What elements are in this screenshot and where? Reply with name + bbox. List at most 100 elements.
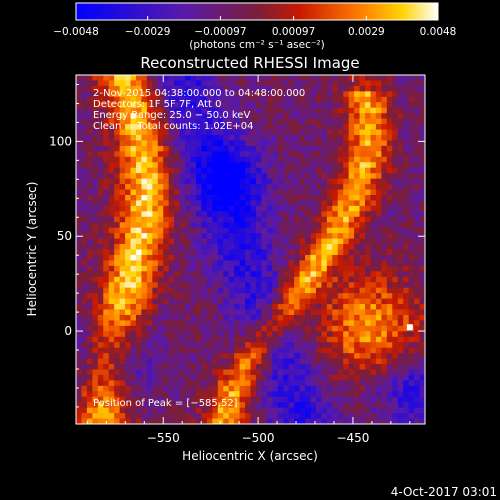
heatmap-cell (239, 407, 246, 414)
heatmap-cell (245, 244, 251, 250)
heatmap-cell (299, 320, 306, 327)
heatmap-cell (217, 309, 224, 316)
heatmap-cell (103, 102, 110, 109)
heatmap-cell (375, 113, 382, 120)
heatmap-cell (354, 325, 360, 332)
heatmap-cell (174, 385, 181, 392)
heatmap-cell (359, 238, 366, 245)
heatmap-cell (261, 238, 268, 245)
heatmap-cell (343, 347, 350, 354)
heatmap-cell (190, 265, 197, 272)
heatmap-cell (321, 331, 328, 338)
heatmap-cell (315, 402, 322, 409)
heatmap-cell (141, 118, 148, 125)
heatmap-cell (81, 276, 88, 283)
heatmap-cell (135, 402, 142, 409)
heatmap-cell (288, 413, 295, 419)
heatmap-cell (272, 380, 279, 387)
heatmap-cell (185, 254, 191, 261)
heatmap-cell (299, 178, 306, 185)
heatmap-cell (179, 96, 186, 103)
heatmap-cell (135, 151, 142, 158)
heatmap-cell (392, 85, 399, 92)
heatmap-cell (212, 80, 219, 87)
heatmap-cell (255, 396, 262, 403)
heatmap-cell (266, 407, 273, 414)
heatmap-cell (266, 156, 273, 163)
heatmap-cell (206, 184, 213, 190)
heatmap-cell (381, 75, 388, 81)
heatmap-cell (403, 222, 410, 229)
heatmap-cell (397, 227, 404, 234)
heatmap-cell (343, 265, 350, 272)
heatmap-cell (190, 118, 197, 125)
heatmap-cell (381, 205, 388, 212)
heatmap-cell (375, 211, 382, 218)
heatmap-cell (326, 358, 333, 365)
heatmap-cell (103, 145, 110, 152)
heatmap-cell (365, 418, 371, 424)
heatmap-cell (315, 233, 322, 239)
heatmap-cell (81, 140, 88, 147)
heatmap-cell (359, 271, 366, 278)
heatmap-cell (114, 91, 121, 98)
heatmap-cell (234, 80, 240, 87)
heatmap-cell (392, 413, 399, 419)
heatmap-cell (277, 260, 284, 267)
heatmap-cell (168, 287, 175, 294)
heatmap-cell (261, 211, 268, 218)
heatmap-cell (174, 314, 181, 321)
heatmap-cell (381, 254, 388, 261)
heatmap-cell (228, 320, 235, 327)
heatmap-cell (92, 194, 99, 201)
heatmap-cell (408, 314, 415, 321)
heatmap-cell (354, 113, 360, 120)
heatmap-cell (354, 167, 360, 174)
heatmap-cell (272, 385, 279, 392)
heatmap-cell (359, 85, 366, 92)
heatmap-cell (190, 347, 197, 354)
heatmap-cell (337, 271, 344, 278)
heatmap-cell (321, 102, 328, 109)
heatmap-cell (97, 260, 104, 267)
heatmap-cell (294, 336, 300, 343)
heatmap-cell (97, 369, 104, 376)
heatmap-cell (179, 140, 186, 147)
heatmap-cell (386, 211, 393, 218)
heatmap-cell (332, 304, 339, 310)
heatmap-cell (359, 249, 366, 256)
heatmap-cell (239, 265, 246, 272)
heatmap-cell (414, 336, 420, 343)
heatmap-cell (392, 162, 399, 169)
heatmap-cell (179, 244, 186, 250)
heatmap-cell (315, 145, 322, 152)
heatmap-cell (326, 145, 333, 152)
heatmap-cell (375, 124, 382, 130)
heatmap-cell (179, 265, 186, 272)
heatmap-cell (326, 189, 333, 196)
heatmap-cell (261, 107, 268, 114)
heatmap-cell (272, 140, 279, 147)
heatmap-cell (190, 124, 197, 130)
heatmap-cell (108, 369, 115, 376)
heatmap-cell (419, 347, 425, 354)
heatmap-cell (234, 129, 240, 136)
heatmap-cell (245, 189, 251, 196)
heatmap-cell (228, 151, 235, 158)
heatmap-cell (179, 396, 186, 403)
heatmap-cell (261, 129, 268, 136)
heatmap-cell (370, 140, 377, 147)
heatmap-cell (201, 254, 208, 261)
heatmap-cell (365, 173, 371, 180)
heatmap-cell (195, 129, 202, 136)
heatmap-cell (294, 151, 300, 158)
heatmap-cell (141, 107, 148, 114)
heatmap-cell (337, 342, 344, 349)
heatmap-cell (234, 227, 240, 234)
heatmap-cell (152, 184, 159, 190)
heatmap-cell (332, 385, 339, 392)
heatmap-cell (157, 331, 164, 338)
heatmap-cell (310, 216, 317, 223)
heatmap-cell (392, 194, 399, 201)
heatmap-cell (86, 271, 93, 278)
